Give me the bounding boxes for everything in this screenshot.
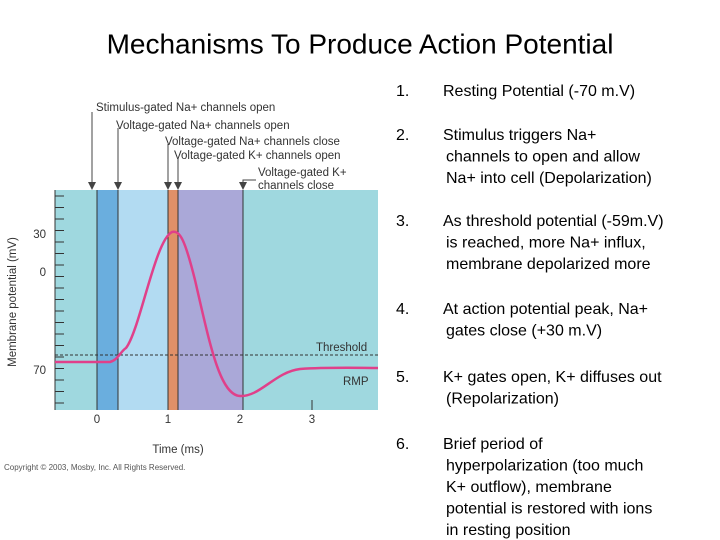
step-text: (Repolarization) [446,391,559,408]
annotation: Voltage-gated Na+ channels close [165,136,340,148]
band [168,190,178,410]
annotation: Voltage-gated K+ channels open [174,150,341,162]
annotation: Stimulus-gated Na+ channels open [96,102,275,114]
step-text: is reached, more Na+ influx, [446,235,646,252]
annotation: Voltage-gated Na+ channels open [116,120,290,132]
step-text: At action potential peak, Na+ [443,301,648,318]
diagram: Stimulus-gated Na+ channels open Voltage… [4,102,379,472]
step-text: Stimulus triggers Na+ [443,127,596,144]
band [97,190,118,410]
x-tick-label: 2 [237,414,243,426]
step-text: membrane depolarized more [446,256,651,273]
step-text: potential is restored with ions [446,501,652,518]
band [178,190,243,410]
copyright: Copyright © 2003, Mosby, Inc. All Rights… [4,463,185,472]
action-potential-curve [55,230,379,398]
step-text: As threshold potential (-59m.V) [443,213,664,230]
step-text: hyperpolarization (too much [446,458,643,475]
y-minor-ticks [55,195,64,404]
step-number: 4. [396,301,409,318]
step-text: in resting position [446,522,571,539]
step-text: channels to open and allow [446,149,640,166]
step-text: gates close (+30 m.V) [446,323,602,340]
x-tick-label: 0 [94,414,100,426]
y-tick-label: 30 [33,229,46,241]
y-tick-label: 0 [40,267,46,279]
arrows [91,112,256,186]
annotation: Voltage-gated K+ [258,167,347,179]
step-number: 6. [396,436,409,453]
step-number: 5. [396,369,409,386]
step-text: Na+ into cell (Depolarization) [446,170,652,187]
step-text: Resting Potential (-70 m.V) [443,83,635,100]
step-text: Brief period of [443,436,543,453]
step-number: 3. [396,213,409,230]
x-tick-label: 1 [165,414,171,426]
step-number: 2. [396,127,409,144]
step-text: K+ gates open, K+ diffuses out [443,369,662,386]
annotation: channels close [258,180,334,192]
steps-list: 1. Resting Potential (-70 m.V) 2. Stimulus … [396,83,664,539]
x-axis-label: Time (ms) [152,444,203,456]
arrowheads [88,182,247,190]
rmp-label: RMP [343,376,369,388]
title: Mechanisms To Produce Action Potential [107,28,614,59]
step-text: K+ outflow), membrane [446,479,612,496]
x-tick-label: 3 [309,414,315,426]
y-axis-label: Membrane potential (mV) [7,237,19,367]
y-tick-label: 70 [33,365,46,377]
threshold-label: Threshold [316,342,367,354]
step-number: 1. [396,83,409,100]
